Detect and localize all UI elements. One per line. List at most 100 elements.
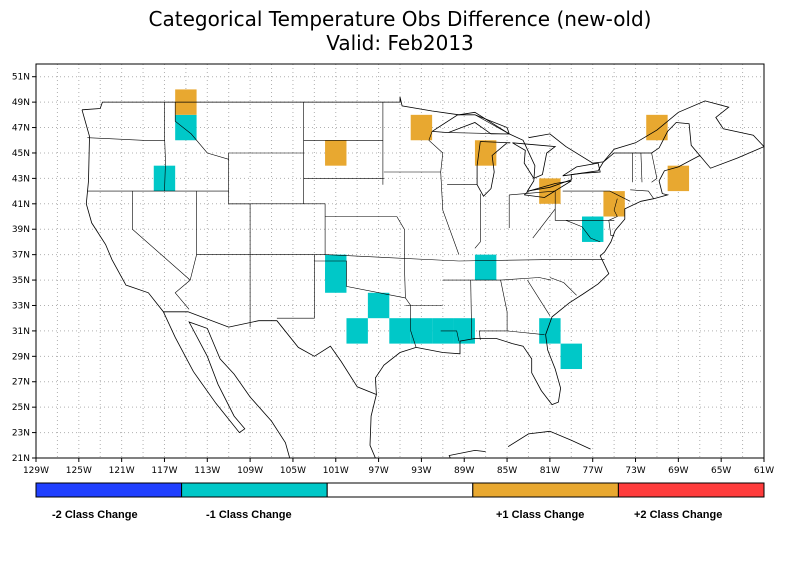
legend-swatch-minus1 bbox=[181, 482, 328, 498]
lat-label: 47N bbox=[12, 124, 30, 134]
state-boundary bbox=[189, 191, 197, 281]
state-boundary bbox=[314, 260, 406, 299]
state-boundary bbox=[478, 280, 508, 340]
cell-minus1 bbox=[582, 216, 604, 242]
state-boundary bbox=[428, 131, 460, 255]
state-boundary bbox=[532, 208, 556, 239]
lon-label: 109W bbox=[237, 466, 263, 476]
lon-label: 117W bbox=[151, 466, 177, 476]
lat-label: 29N bbox=[12, 352, 30, 362]
yucatan-coastline bbox=[448, 449, 486, 459]
cell-plus1 bbox=[474, 140, 497, 166]
lat-label: 37N bbox=[12, 251, 30, 261]
lat-label: 39N bbox=[12, 225, 30, 235]
cuba-coastline bbox=[507, 430, 591, 450]
state-boundary bbox=[474, 193, 481, 249]
state-boundary bbox=[228, 203, 326, 255]
lake-superior bbox=[431, 114, 510, 135]
state-boundary bbox=[630, 189, 654, 199]
lat-label: 27N bbox=[12, 378, 30, 388]
lon-label: 97W bbox=[368, 466, 388, 476]
state-boundary bbox=[565, 220, 601, 243]
cell-minus1 bbox=[367, 292, 390, 319]
lat-label: 31N bbox=[12, 327, 30, 337]
legend-label-minus2: -2 Class Change bbox=[52, 509, 138, 521]
lat-label: 21N bbox=[12, 454, 30, 464]
state-boundary bbox=[554, 191, 615, 221]
lon-label: 89W bbox=[454, 466, 474, 476]
cell-minus1 bbox=[389, 318, 411, 344]
map-subtitle: Valid: Feb2013 bbox=[326, 31, 474, 55]
legend-swatch-plus2 bbox=[617, 482, 765, 498]
lon-label: 61W bbox=[754, 466, 774, 476]
lon-label: 125W bbox=[66, 466, 92, 476]
lon-label: 113W bbox=[194, 466, 220, 476]
state-boundary bbox=[87, 137, 165, 141]
lon-label: 77W bbox=[583, 466, 603, 476]
legend-swatch-plus1 bbox=[472, 482, 619, 498]
legend-label-plus2: +2 Class Change bbox=[634, 509, 723, 521]
lake-ontario bbox=[562, 162, 601, 177]
cell-minus1 bbox=[453, 318, 475, 344]
map-title: Categorical Temperature Obs Difference (… bbox=[148, 7, 652, 31]
cell-minus1 bbox=[539, 318, 561, 344]
canada-coastline bbox=[528, 100, 765, 169]
us-coastline bbox=[81, 96, 701, 406]
state-boundary bbox=[228, 153, 251, 328]
cell-minus1 bbox=[346, 318, 368, 344]
lake-erie bbox=[523, 180, 572, 198]
cell-minus1 bbox=[153, 165, 176, 192]
lat-label: 49N bbox=[12, 98, 30, 108]
legend-swatch-minus2 bbox=[35, 482, 183, 498]
state-boundary bbox=[174, 279, 191, 310]
cell-plus1 bbox=[539, 178, 561, 204]
lon-label: 85W bbox=[497, 466, 517, 476]
state-boundary bbox=[608, 198, 618, 221]
state-boundary bbox=[458, 259, 605, 262]
state-boundary bbox=[470, 280, 472, 339]
lake-huron bbox=[512, 142, 557, 179]
state-boundary bbox=[325, 254, 459, 262]
state-boundary bbox=[164, 102, 166, 192]
state-boundary bbox=[608, 220, 615, 236]
state-boundary bbox=[442, 277, 552, 281]
lon-label: 105W bbox=[280, 466, 306, 476]
state-boundary bbox=[509, 190, 556, 196]
state-boundary bbox=[449, 114, 510, 135]
lon-label: 81W bbox=[540, 466, 560, 476]
lon-label: 101W bbox=[323, 466, 349, 476]
state-boundary bbox=[396, 216, 417, 348]
state-boundary bbox=[651, 152, 658, 183]
lat-label: 33N bbox=[12, 301, 30, 311]
cell-plus1 bbox=[667, 165, 690, 192]
lat-label: 51N bbox=[12, 73, 30, 83]
lat-label: 45N bbox=[12, 149, 30, 159]
lon-label: 73W bbox=[625, 466, 645, 476]
state-boundary bbox=[174, 102, 229, 160]
state-boundary bbox=[640, 152, 643, 183]
state-boundary bbox=[549, 277, 577, 296]
state-boundary bbox=[276, 254, 315, 319]
lat-label: 35N bbox=[12, 276, 30, 286]
lon-label: 69W bbox=[668, 466, 688, 476]
lat-label: 25N bbox=[12, 403, 30, 413]
lat-label: 43N bbox=[12, 174, 30, 184]
cell-plus1 bbox=[325, 140, 347, 166]
cell-minus1 bbox=[474, 254, 497, 281]
legend-label-minus1: -1 Class Change bbox=[206, 509, 292, 521]
state-boundary bbox=[562, 190, 631, 202]
cell-minus1 bbox=[325, 267, 347, 293]
lon-label: 93W bbox=[411, 466, 431, 476]
state-boundary bbox=[132, 191, 191, 281]
map-frame bbox=[35, 63, 765, 459]
lon-label: 129W bbox=[23, 466, 49, 476]
mexico-coastline bbox=[163, 311, 291, 459]
state-boundary bbox=[527, 279, 551, 316]
mexico-gulf-coastline bbox=[369, 394, 377, 459]
legend-label-plus1: +1 Class Change bbox=[496, 509, 585, 521]
lat-label: 23N bbox=[12, 429, 30, 439]
cell-plus1 bbox=[410, 114, 433, 141]
state-boundary bbox=[507, 330, 545, 335]
lake-michigan bbox=[476, 141, 511, 197]
